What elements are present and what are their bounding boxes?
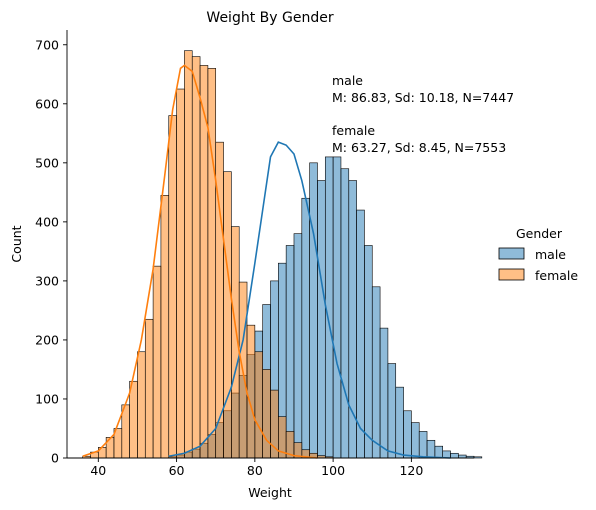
y-tick-label-500: 500 bbox=[35, 155, 59, 170]
annotation-male-name: male bbox=[332, 73, 363, 88]
x-tick-label-60: 60 bbox=[169, 463, 185, 478]
bar-female-13 bbox=[184, 50, 193, 459]
bar-male-39 bbox=[473, 456, 483, 459]
bar-male-19 bbox=[317, 180, 326, 459]
y-axis: 0 100 200 300 400 500 600 700 bbox=[35, 30, 68, 466]
bar-male-25 bbox=[364, 245, 373, 459]
bar-male-30 bbox=[403, 410, 412, 459]
bar-female-21 bbox=[246, 324, 256, 459]
x-axis: 40 60 80 100 120 bbox=[67, 457, 474, 478]
y-axis-label: Count bbox=[9, 225, 24, 262]
bar-male-26 bbox=[371, 286, 381, 459]
y-tick-label-100: 100 bbox=[35, 391, 59, 406]
bar-female-9 bbox=[152, 265, 162, 459]
bar-female-6 bbox=[129, 380, 138, 459]
bar-male-24 bbox=[356, 209, 365, 459]
bar-male-36 bbox=[450, 452, 459, 459]
x-tick-label-100: 100 bbox=[321, 463, 345, 478]
plot-area bbox=[82, 50, 483, 459]
legend-swatch-female bbox=[498, 268, 525, 281]
annotation-female-stats: M: 63.27, Sd: 8.45, N=7553 bbox=[332, 140, 506, 155]
bar-female-11 bbox=[168, 115, 177, 459]
bar-female-23 bbox=[262, 369, 271, 459]
annotation-male-stats: M: 86.83, Sd: 10.18, N=7447 bbox=[332, 90, 514, 105]
y-tick-label-200: 200 bbox=[35, 332, 59, 347]
bar-male-29 bbox=[395, 386, 404, 459]
annotation-female-name: female bbox=[332, 123, 375, 138]
legend: Gender male female bbox=[498, 226, 578, 283]
stats-annotations: male M: 86.83, Sd: 10.18, N=7447 female … bbox=[332, 73, 514, 155]
x-tick-label-120: 120 bbox=[399, 463, 423, 478]
bar-male-32 bbox=[418, 431, 428, 459]
bar-male-28 bbox=[387, 363, 397, 459]
bar-male-22 bbox=[340, 168, 350, 459]
bar-female-10 bbox=[160, 195, 170, 459]
bar-male-16 bbox=[293, 233, 303, 459]
bar-male-27 bbox=[379, 327, 389, 459]
y-tick-label-300: 300 bbox=[35, 273, 59, 288]
bar-male-34 bbox=[434, 445, 443, 459]
x-tick-label-40: 40 bbox=[90, 463, 106, 478]
bar-female-16 bbox=[207, 68, 217, 459]
bar-female-12 bbox=[176, 88, 185, 459]
chart-title: Weight By Gender bbox=[206, 10, 333, 26]
y-tick-label-700: 700 bbox=[35, 37, 59, 52]
y-tick-label-600: 600 bbox=[35, 96, 59, 111]
bar-female-8 bbox=[144, 318, 154, 459]
bar-female-18 bbox=[223, 171, 232, 459]
bar-female-22 bbox=[254, 351, 263, 459]
kde-line-female bbox=[82, 64, 318, 459]
bar-male-23 bbox=[348, 180, 357, 459]
bar-male-15 bbox=[285, 245, 295, 459]
y-tick-label-0: 0 bbox=[51, 451, 59, 466]
legend-label-male: male bbox=[535, 247, 566, 262]
y-tick-label-400: 400 bbox=[35, 214, 59, 229]
bar-female-7 bbox=[137, 351, 146, 459]
legend-title: Gender bbox=[516, 226, 563, 241]
bar-male-17 bbox=[301, 197, 310, 459]
legend-swatch-male bbox=[498, 247, 525, 260]
x-tick-label-80: 80 bbox=[247, 463, 263, 478]
bar-male-18 bbox=[309, 162, 318, 459]
x-axis-label: Weight bbox=[248, 485, 292, 500]
legend-label-female: female bbox=[535, 268, 578, 283]
bar-male-21 bbox=[332, 156, 342, 459]
bar-male-33 bbox=[426, 439, 436, 459]
bar-female-14 bbox=[191, 56, 201, 459]
bar-male-31 bbox=[411, 422, 420, 459]
kde-line-male bbox=[168, 141, 451, 459]
